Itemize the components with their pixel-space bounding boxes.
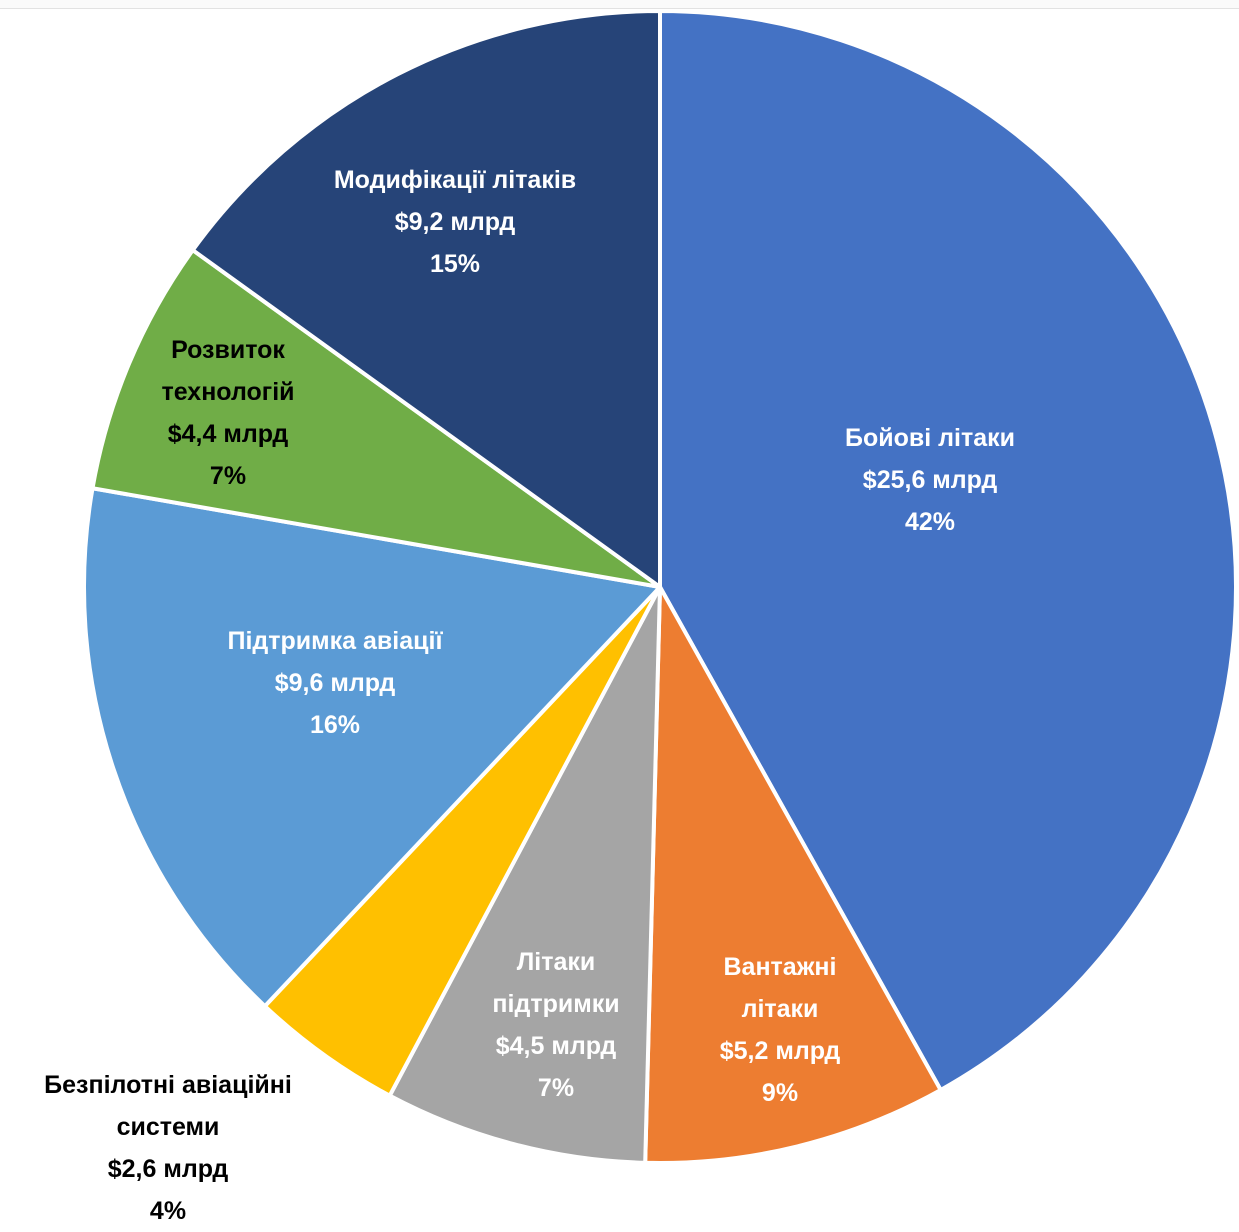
pie-labels: Бойові літаки $25,6 млрд 42% Вантажні літаки…: [44, 166, 1015, 1225]
pie-slice-6: [190, 9, 662, 589]
pie-label-5: Розвиток технологій $4,4 млрд 7%: [161, 336, 294, 490]
pie-label-3: Безпілотні авіаційні системи $2,6 млрд 4%: [44, 1071, 292, 1225]
pie-slice-4: [81, 486, 662, 1009]
pie-label-0: Бойові літаки $25,6 млрд 42%: [845, 424, 1015, 536]
pie-label-4: Підтримка авіації $9,6 млрд 16%: [228, 627, 444, 739]
pie-label-2: Літаки підтримки $4,5 млрд 7%: [492, 948, 619, 1102]
pie-slice-5: [90, 248, 662, 589]
pie-slices: [81, 9, 1238, 1165]
pie-label-6: Модифікації літаків $9,2 млрд 15%: [334, 166, 576, 278]
pie-slice-0: [658, 9, 1238, 1092]
pie-label-1: Вантажні літаки $5,2 млрд 9%: [720, 953, 841, 1107]
pie-slice-2: [387, 585, 662, 1165]
pie-slice-1: [643, 585, 943, 1165]
window-top-edge: [0, 0, 1239, 9]
